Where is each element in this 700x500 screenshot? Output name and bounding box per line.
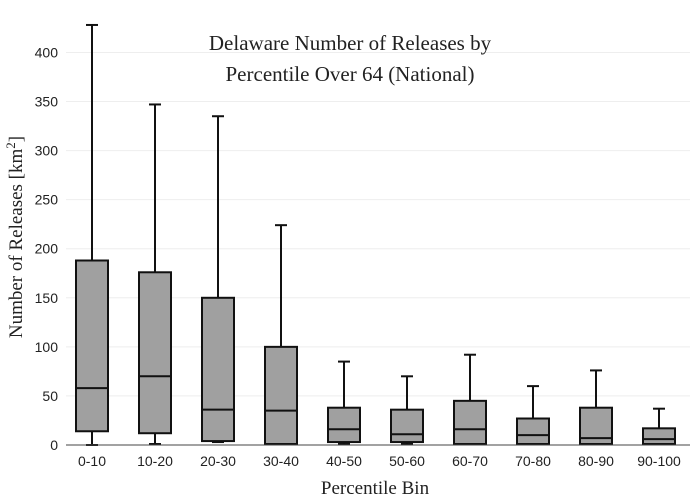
box-group-60-70 — [453, 353, 487, 446]
y-axis-title: Number of Releases [km2] — [3, 136, 27, 338]
x-tick-label: 50-60 — [389, 453, 425, 469]
x-tick-label: 70-80 — [515, 453, 551, 469]
box-group-10-20 — [138, 103, 172, 446]
x-tick-label: 0-10 — [78, 453, 106, 469]
y-axis-title-main: Number of Releases [km — [6, 148, 27, 338]
x-tick-label: 10-20 — [137, 453, 173, 469]
x-tick-labels: 0-10 10-20 20-30 30-40 40-50 50-60 60-70 70-80 8… — [78, 453, 681, 469]
box-iqr — [138, 271, 172, 435]
boxes — [75, 23, 676, 446]
y-tick-label: 250 — [35, 192, 59, 208]
box-iqr — [327, 406, 361, 444]
box-group-70-80 — [516, 385, 550, 446]
box-group-30-40 — [264, 224, 298, 446]
box-iqr — [516, 417, 550, 446]
y-tick-label: 200 — [35, 241, 59, 257]
box-iqr — [75, 259, 109, 433]
y-tick-label: 100 — [35, 339, 59, 355]
box-group-90-100 — [642, 407, 676, 446]
box-iqr — [390, 408, 424, 444]
box-iqr — [201, 296, 235, 443]
x-axis-title: Percentile Bin — [321, 478, 430, 499]
x-tick-label: 30-40 — [263, 453, 299, 469]
x-tick-label: 90-100 — [637, 453, 681, 469]
box-group-80-90 — [579, 369, 613, 446]
y-axis-title-close: ] — [6, 136, 27, 142]
y-axis-title-superscript: 2 — [3, 142, 18, 149]
y-tick-label: 400 — [35, 44, 59, 60]
chart-title-line-1: Delaware Number of Releases by — [209, 31, 492, 55]
y-tick-label: 150 — [35, 290, 59, 306]
box-group-40-50 — [327, 360, 361, 446]
y-tick-label: 350 — [35, 94, 59, 110]
box-group-50-60 — [390, 375, 424, 446]
x-tick-label: 20-30 — [200, 453, 236, 469]
box-iqr — [264, 345, 298, 446]
y-tick-label: 0 — [50, 437, 58, 453]
x-tick-label: 40-50 — [326, 453, 362, 469]
box-group-20-30 — [201, 115, 235, 444]
box-group-0-10 — [75, 23, 109, 446]
box-iqr — [642, 427, 676, 446]
x-tick-label: 60-70 — [452, 453, 488, 469]
y-tick-label: 50 — [42, 388, 58, 404]
y-tick-label: 300 — [35, 143, 59, 159]
chart-title-line-2: Percentile Over 64 (National) — [226, 62, 475, 86]
box-iqr — [453, 399, 487, 446]
y-tick-labels: 0 50 100 150 200 250 300 350 400 — [35, 44, 59, 453]
x-tick-label: 80-90 — [578, 453, 614, 469]
